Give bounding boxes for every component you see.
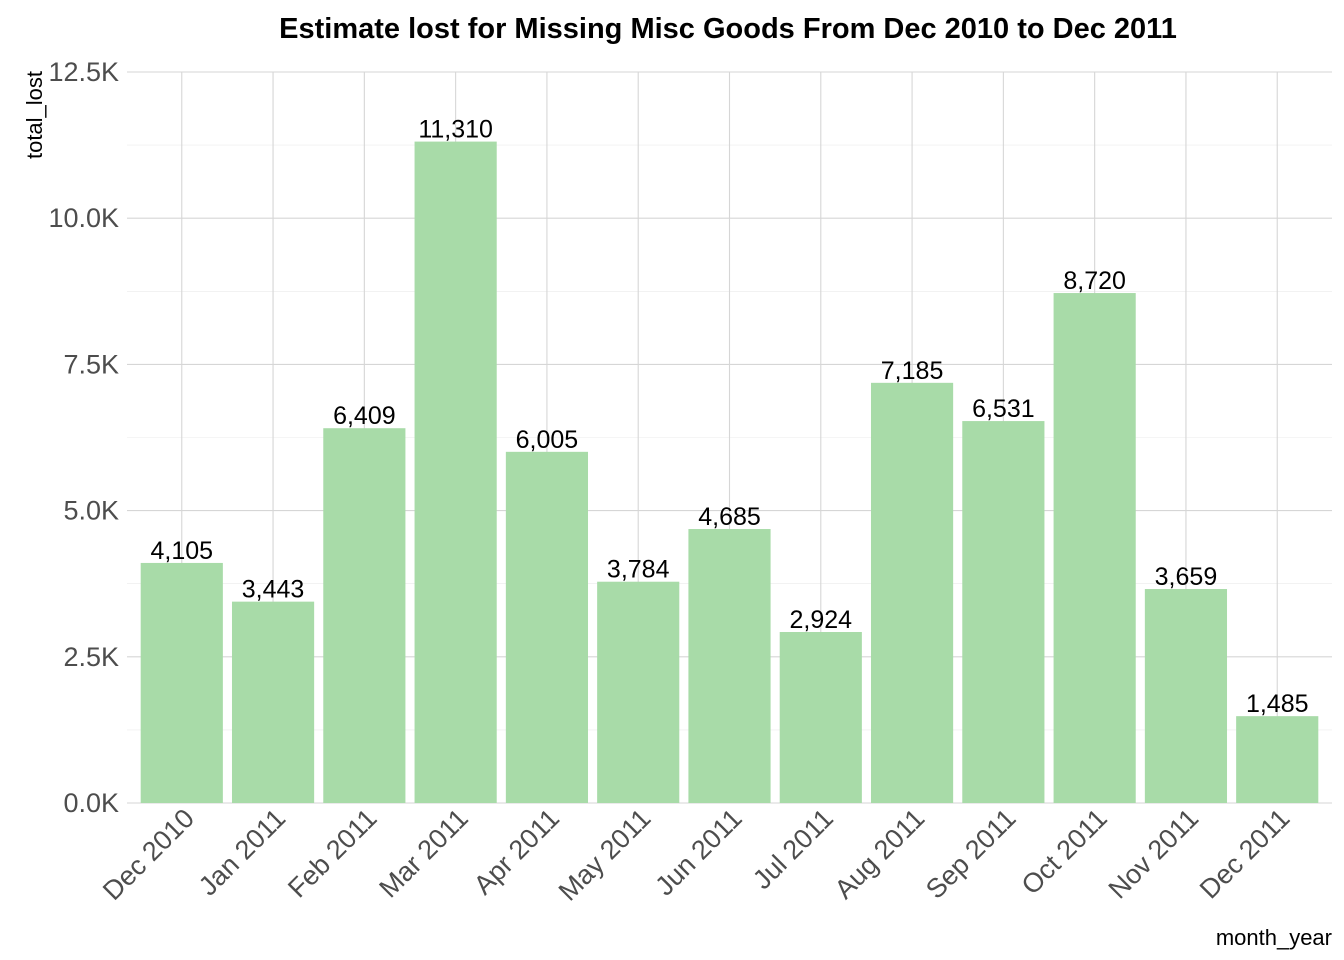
x-tick-label: Mar 2011 <box>373 803 473 903</box>
bar-may-2011 <box>597 581 680 803</box>
bar-value-label: 3,659 <box>1155 563 1218 591</box>
bar-value-label: 1,485 <box>1246 690 1309 718</box>
bar-value-label: 7,185 <box>881 357 944 385</box>
x-tick-label: Jun 2011 <box>649 803 747 901</box>
bar-oct-2011 <box>1053 293 1136 803</box>
x-tick-label: Aug 2011 <box>829 803 931 905</box>
bar-value-label: 3,784 <box>607 556 670 584</box>
bar-aug-2011 <box>870 382 954 803</box>
bar-sep-2011 <box>962 421 1045 803</box>
y-tick-label: 10.0K <box>48 203 119 233</box>
x-tick-label: Sep 2011 <box>920 803 1022 905</box>
chart-title: Estimate lost for Missing Misc Goods Fro… <box>279 13 1177 45</box>
x-tick-label: Feb 2011 <box>282 803 382 903</box>
y-tick-label: 7.5K <box>63 349 119 379</box>
bar-dec-2011 <box>1236 716 1319 803</box>
x-tick-label: Apr 2011 <box>468 803 565 900</box>
x-tick-label: Dec 2011 <box>1194 803 1296 905</box>
bar-value-label: 6,531 <box>972 395 1035 423</box>
bars <box>140 141 1319 804</box>
y-tick-label: 5.0K <box>63 496 119 526</box>
x-tick-label: Jan 2011 <box>193 803 291 901</box>
bar-value-labels: 4,105 3,443 6,409 11,310 6,005 3,784 4,685 2,92… <box>150 116 1308 719</box>
bar-dec-2010 <box>140 562 223 803</box>
x-axis-title: month_year <box>1216 925 1332 950</box>
bar-value-label: 3,443 <box>242 576 305 604</box>
bar-value-label: 6,005 <box>516 426 579 454</box>
bar-value-label: 11,310 <box>418 116 493 144</box>
bar-jun-2011 <box>688 529 771 803</box>
bar-nov-2011 <box>1144 589 1228 803</box>
x-tick-label: May 2011 <box>553 803 657 907</box>
bar-value-label: 4,105 <box>150 537 213 565</box>
y-axis-tick-labels: 0.0K 2.5K 5.0K 7.5K 10.0K 12.5K <box>48 57 119 818</box>
bar-jul-2011 <box>779 632 862 803</box>
bar-feb-2011 <box>323 428 406 803</box>
x-tick-label: Dec 2010 <box>97 803 200 906</box>
bar-value-label: 2,924 <box>790 606 853 634</box>
x-tick-label: Jul 2011 <box>747 803 839 895</box>
bar-jan-2011 <box>231 601 315 803</box>
x-tick-label: Nov 2011 <box>1103 803 1205 905</box>
y-tick-label: 0.0K <box>63 788 119 818</box>
bar-value-label: 8,720 <box>1063 267 1126 295</box>
y-tick-label: 12.5K <box>48 57 119 87</box>
bar-mar-2011 <box>414 141 497 804</box>
bar-value-label: 6,409 <box>333 402 396 430</box>
y-axis-title: total_lost <box>22 71 47 159</box>
y-tick-label: 2.5K <box>63 642 119 672</box>
x-tick-label: Oct 2011 <box>1016 803 1113 900</box>
bar-value-label: 4,685 <box>698 503 761 531</box>
bar-apr-2011 <box>505 451 589 803</box>
